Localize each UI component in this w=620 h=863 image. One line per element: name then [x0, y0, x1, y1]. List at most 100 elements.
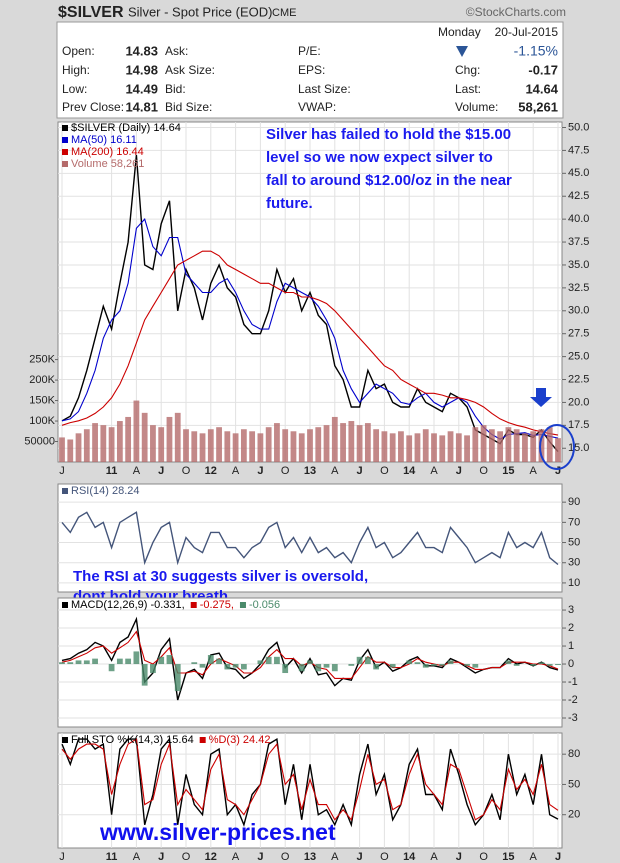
bar: [67, 662, 74, 665]
field-label: High:: [62, 63, 90, 77]
field-label: Ask Size:: [165, 63, 215, 77]
y2-tick-label: 200K: [29, 374, 55, 386]
x-tick-label: O: [479, 465, 488, 477]
y-tick-label: -3: [568, 712, 578, 724]
description: Silver - Spot Price (EOD): [128, 4, 272, 19]
x-tick-label: J: [456, 465, 462, 477]
source: ©StockCharts.com: [466, 5, 566, 19]
bar: [75, 433, 82, 462]
bar: [191, 431, 198, 462]
y-tick-label: 1: [568, 640, 574, 652]
bar: [546, 427, 553, 462]
field-label: Volume:: [455, 100, 498, 114]
day: Monday: [438, 25, 481, 39]
bar: [555, 438, 561, 462]
legend-swatch: [239, 602, 246, 608]
bar: [174, 664, 181, 692]
bar: [290, 431, 297, 462]
annotation: level so we now expect silver to: [266, 149, 493, 166]
x-tick-label: J: [59, 465, 65, 477]
x-tick-label: A: [430, 465, 438, 477]
bar: [232, 664, 239, 668]
y-tick-label: 40.0: [568, 213, 589, 225]
x-tick-label: 13: [304, 465, 316, 477]
down-triangle: [456, 46, 468, 57]
bar: [257, 433, 264, 462]
y-tick-label: 80: [568, 748, 580, 760]
field-label: EPS:: [298, 63, 325, 77]
bar: [331, 664, 338, 672]
x-tick-label: O: [281, 465, 290, 477]
bar: [166, 655, 173, 665]
bar: [257, 660, 264, 665]
bar: [447, 431, 454, 462]
bar: [83, 429, 90, 462]
x-tick-label: A: [530, 465, 538, 477]
bar: [224, 431, 231, 462]
bar: [439, 664, 446, 666]
quote-box: [56, 21, 564, 119]
bar: [249, 431, 256, 462]
y-tick-label: 70: [568, 516, 580, 528]
y-tick-label: 47.5: [568, 144, 589, 156]
legend-entry: RSI(14) 28.24: [71, 485, 139, 497]
bar: [447, 660, 454, 665]
y-tick-label: 2: [568, 622, 574, 634]
y-tick-label: 30: [568, 557, 580, 569]
annotation: The RSI at 30 suggests silver is oversol…: [73, 568, 368, 585]
series-line: [61, 737, 559, 828]
bar: [530, 664, 537, 666]
bar: [364, 656, 371, 665]
bar: [274, 423, 280, 462]
bar: [513, 664, 520, 666]
bar: [207, 655, 214, 665]
bar: [282, 429, 289, 462]
x-tick-label: 11: [106, 465, 118, 477]
annotation: future.: [266, 195, 313, 212]
field-label: Open:: [62, 44, 95, 58]
bar: [307, 660, 313, 665]
x-tick-label: 11: [106, 851, 118, 863]
bar: [497, 431, 504, 462]
bar: [422, 664, 429, 668]
bar: [174, 412, 181, 462]
x-tick-label: A: [331, 465, 339, 477]
bar: [183, 429, 189, 462]
series-line: [61, 511, 559, 566]
bar: [455, 433, 462, 462]
bar: [389, 433, 396, 462]
bar: [406, 435, 413, 462]
bar: [282, 664, 289, 674]
legend-swatch: [62, 137, 68, 143]
legend-entry: -0.056: [249, 599, 280, 611]
arrow: [530, 388, 552, 407]
y-tick-label: 50: [568, 536, 580, 548]
x-tick-label: A: [331, 851, 339, 863]
x-tick-label: J: [158, 851, 164, 863]
y-tick-label: 30.0: [568, 305, 589, 317]
bar: [108, 427, 115, 462]
bar: [298, 664, 305, 672]
x-tick-label: O: [380, 465, 389, 477]
legend-entry: Volume 58,261: [71, 158, 144, 170]
bar: [373, 429, 380, 462]
series-line: [61, 250, 559, 436]
field-label: Bid Size:: [165, 100, 212, 114]
annotation: fall to around $12.00/oz in the near: [266, 172, 512, 189]
y-tick-label: 32.5: [568, 282, 589, 294]
bar: [150, 664, 156, 674]
symbol: $SILVER: [58, 4, 124, 21]
bar: [340, 423, 346, 462]
field-label: VWAP:: [298, 100, 336, 114]
bar: [480, 425, 487, 462]
bar: [488, 429, 495, 462]
bar: [422, 429, 429, 462]
field-value: 14.98: [125, 62, 158, 77]
bar: [530, 431, 537, 462]
bar: [224, 664, 231, 670]
bar: [398, 431, 404, 462]
x-tick-label: J: [357, 851, 363, 863]
bar: [307, 429, 313, 462]
bar: [207, 429, 214, 462]
